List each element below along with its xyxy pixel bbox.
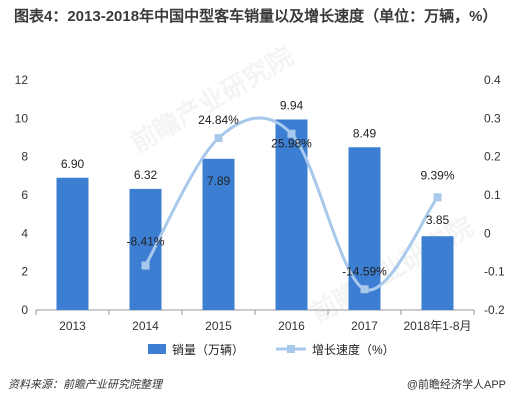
bar	[421, 236, 454, 310]
line-point	[214, 134, 223, 143]
y-right-tick-label: 0.1	[484, 188, 501, 202]
bar	[56, 177, 89, 310]
line-point	[360, 285, 369, 294]
y-left-tick-label: 6	[21, 188, 28, 202]
line-point	[433, 193, 442, 202]
bar-value-label: 9.94	[280, 98, 304, 112]
x-tick-label: 2016	[278, 319, 305, 333]
line-value-label: 25.98%	[271, 137, 312, 151]
bar-value-label: 6.90	[61, 157, 85, 171]
y-left-tick-label: 8	[21, 150, 28, 164]
y-left-tick-label: 10	[15, 111, 29, 125]
brand-label: @前瞻经济学人APP	[406, 379, 506, 391]
bar	[348, 147, 381, 310]
line-value-label: 9.39%	[420, 168, 454, 182]
line-point	[287, 129, 296, 138]
x-tick-label: 2014	[132, 319, 159, 333]
y-left-tick-label: 12	[15, 73, 29, 87]
legend-bar-swatch	[148, 344, 166, 354]
bar-value-label: 3.85	[426, 213, 450, 227]
bar-value-label: 7.89	[207, 174, 231, 188]
legend-line-marker	[287, 345, 295, 353]
line-value-label: 24.84%	[198, 113, 239, 127]
line-value-label: -14.59%	[342, 264, 387, 278]
bar	[129, 188, 162, 310]
bar-value-label: 8.49	[353, 126, 377, 140]
legend-line-label: 增长速度（%）	[312, 342, 395, 357]
line-value-label: -8.41%	[126, 235, 164, 249]
y-right-tick-label: 0	[484, 226, 491, 240]
legend-bar-label: 销量（万辆）	[172, 343, 244, 357]
x-tick-label: 2015	[205, 319, 232, 333]
y-left-tick-label: 2	[21, 265, 28, 279]
bar-value-label: 6.32	[134, 168, 158, 182]
x-tick-label: 2013	[59, 319, 86, 333]
source-note: 资料来源：前瞻产业研究院整理	[8, 379, 162, 391]
line-point	[141, 261, 150, 270]
x-tick-label: 2017	[351, 319, 378, 333]
y-right-tick-label: -0.2	[484, 303, 505, 317]
y-left-tick-label: 0	[21, 303, 28, 317]
y-left-tick-label: 4	[21, 226, 28, 240]
y-right-tick-label: -0.1	[484, 265, 505, 279]
bar	[202, 158, 235, 310]
y-right-tick-label: 0.4	[484, 73, 501, 87]
y-right-tick-label: 0.2	[484, 150, 501, 164]
y-right-tick-label: 0.3	[484, 111, 501, 125]
chart-title: 图表4：2013-2018年中国中型客车销量以及增长速度（单位：万辆，%）	[14, 8, 498, 25]
x-tick-label: 2018年1-8月	[403, 319, 471, 333]
